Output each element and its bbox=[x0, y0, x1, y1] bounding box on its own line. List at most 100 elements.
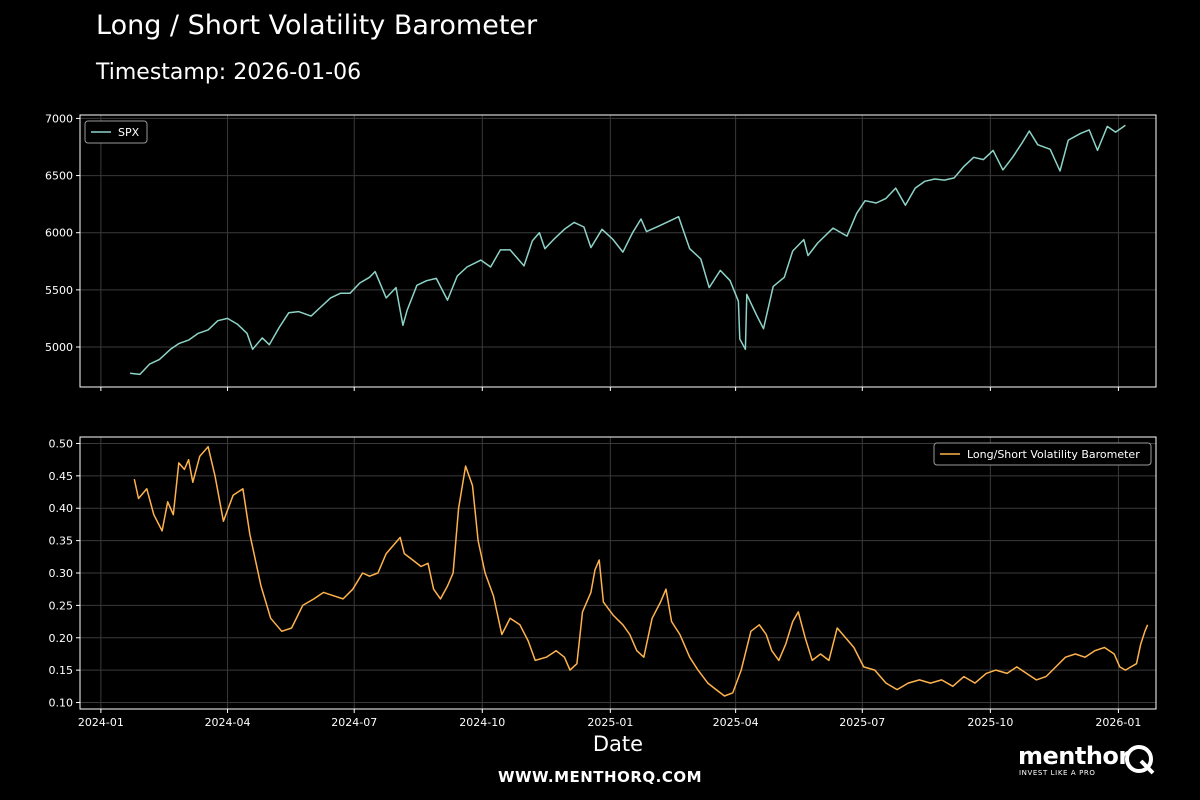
data-point[interactable] bbox=[670, 620, 674, 624]
data-point[interactable] bbox=[297, 310, 301, 314]
data-point[interactable] bbox=[1087, 128, 1091, 132]
data-point[interactable] bbox=[187, 338, 191, 342]
data-point[interactable] bbox=[312, 597, 316, 601]
data-point[interactable] bbox=[267, 343, 271, 347]
data-point[interactable] bbox=[479, 258, 483, 262]
data-point[interactable] bbox=[1011, 155, 1015, 159]
data-point[interactable] bbox=[589, 246, 593, 250]
data-point[interactable] bbox=[1066, 138, 1070, 142]
data-point[interactable] bbox=[518, 623, 522, 627]
data-point[interactable] bbox=[384, 552, 388, 556]
data-point[interactable] bbox=[446, 298, 450, 302]
data-point[interactable] bbox=[855, 211, 859, 215]
data-point[interactable] bbox=[718, 268, 722, 272]
data-point[interactable] bbox=[455, 274, 459, 278]
data-point[interactable] bbox=[137, 497, 141, 501]
data-point[interactable] bbox=[1143, 629, 1147, 633]
data-point[interactable] bbox=[714, 688, 718, 692]
data-point[interactable] bbox=[398, 535, 402, 539]
data-point[interactable] bbox=[1034, 678, 1038, 682]
data-point[interactable] bbox=[777, 658, 781, 662]
data-point[interactable] bbox=[1118, 665, 1122, 669]
data-point[interactable] bbox=[1123, 123, 1127, 127]
data-point[interactable] bbox=[373, 270, 377, 274]
data-point[interactable] bbox=[425, 279, 429, 283]
data-point[interactable] bbox=[984, 671, 988, 675]
data-point[interactable] bbox=[991, 148, 995, 152]
data-point[interactable] bbox=[368, 574, 372, 578]
data-point[interactable] bbox=[402, 552, 406, 556]
data-point[interactable] bbox=[319, 305, 323, 309]
data-point[interactable] bbox=[544, 655, 548, 659]
data-point[interactable] bbox=[736, 299, 740, 303]
data-point[interactable] bbox=[145, 487, 149, 491]
data-point[interactable] bbox=[169, 347, 173, 351]
data-point[interactable] bbox=[498, 248, 502, 252]
data-point[interactable] bbox=[1025, 671, 1029, 675]
data-point[interactable] bbox=[358, 281, 362, 285]
data-point[interactable] bbox=[873, 668, 877, 672]
data-point[interactable] bbox=[248, 532, 252, 536]
data-point[interactable] bbox=[568, 668, 572, 672]
data-point[interactable] bbox=[621, 623, 625, 627]
data-point[interactable] bbox=[895, 688, 899, 692]
data-point[interactable] bbox=[862, 665, 866, 669]
data-point[interactable] bbox=[933, 177, 937, 181]
data-point[interactable] bbox=[522, 264, 526, 268]
data-point[interactable] bbox=[670, 218, 674, 222]
data-point[interactable] bbox=[831, 226, 835, 230]
data-point[interactable] bbox=[688, 655, 692, 659]
data-point[interactable] bbox=[762, 327, 766, 331]
data-point[interactable] bbox=[635, 649, 639, 653]
data-point[interactable] bbox=[128, 371, 132, 375]
data-point[interactable] bbox=[1064, 655, 1068, 659]
data-point[interactable] bbox=[1036, 143, 1040, 147]
data-point[interactable] bbox=[1083, 655, 1087, 659]
data-point[interactable] bbox=[269, 616, 273, 620]
data-point[interactable] bbox=[903, 203, 907, 207]
data-point[interactable] bbox=[1015, 665, 1019, 669]
data-point[interactable] bbox=[554, 649, 558, 653]
data-point[interactable] bbox=[728, 279, 732, 283]
data-point[interactable] bbox=[743, 347, 747, 351]
data-point[interactable] bbox=[226, 316, 230, 320]
data-point[interactable] bbox=[806, 254, 810, 258]
data-point[interactable] bbox=[508, 248, 512, 252]
data-point[interactable] bbox=[884, 196, 888, 200]
data-point[interactable] bbox=[696, 668, 700, 672]
data-point[interactable] bbox=[177, 342, 181, 346]
data-point[interactable] bbox=[738, 337, 742, 341]
data-point[interactable] bbox=[745, 292, 749, 296]
data-point[interactable] bbox=[411, 558, 415, 562]
barometer-series-line[interactable] bbox=[133, 445, 1149, 697]
data-point[interactable] bbox=[277, 326, 281, 330]
data-point[interactable] bbox=[628, 633, 632, 637]
data-point[interactable] bbox=[923, 179, 927, 183]
data-point[interactable] bbox=[290, 626, 294, 630]
data-point[interactable] bbox=[500, 633, 504, 637]
data-point[interactable] bbox=[405, 308, 409, 312]
data-point[interactable] bbox=[1112, 652, 1116, 656]
data-point[interactable] bbox=[401, 323, 405, 327]
data-point[interactable] bbox=[483, 571, 487, 575]
data-point[interactable] bbox=[1001, 168, 1005, 172]
data-point[interactable] bbox=[764, 633, 768, 637]
data-point[interactable] bbox=[731, 691, 735, 695]
data-point[interactable] bbox=[213, 474, 217, 478]
data-point[interactable] bbox=[827, 658, 831, 662]
data-point[interactable] bbox=[659, 600, 663, 604]
data-point[interactable] bbox=[601, 600, 605, 604]
data-point[interactable] bbox=[845, 234, 849, 238]
data-point[interactable] bbox=[260, 336, 264, 340]
data-point[interactable] bbox=[771, 284, 775, 288]
data-point[interactable] bbox=[361, 571, 365, 575]
data-point[interactable] bbox=[994, 668, 998, 672]
data-point[interactable] bbox=[796, 610, 800, 614]
data-point[interactable] bbox=[533, 658, 537, 662]
data-point[interactable] bbox=[835, 626, 839, 630]
data-point[interactable] bbox=[191, 480, 195, 484]
data-point[interactable] bbox=[206, 328, 210, 332]
data-point[interactable] bbox=[196, 331, 200, 335]
data-point[interactable] bbox=[348, 291, 352, 295]
data-point[interactable] bbox=[906, 681, 910, 685]
